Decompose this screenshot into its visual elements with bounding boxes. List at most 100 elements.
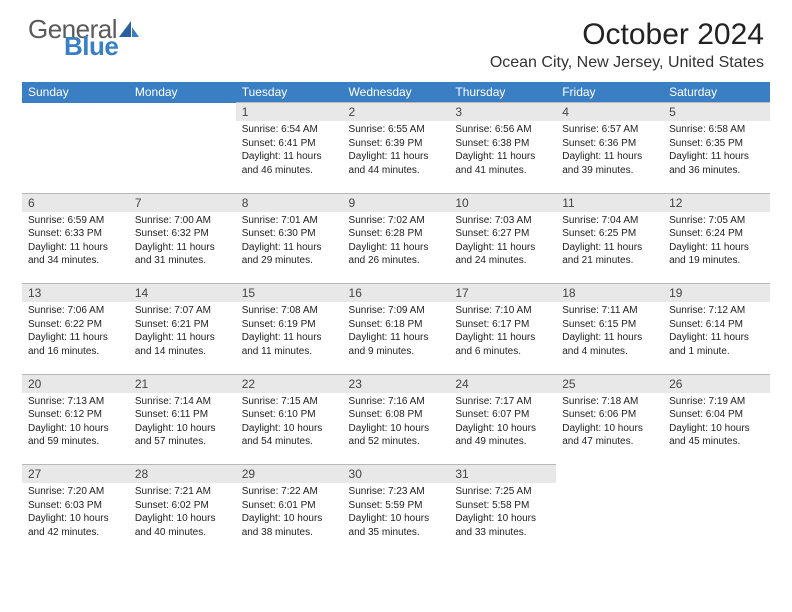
day-content-cell: Sunrise: 7:15 AMSunset: 6:10 PMDaylight:… bbox=[236, 393, 343, 465]
day-number-cell: 27 bbox=[22, 465, 129, 484]
sunrise-line: Sunrise: 7:04 AM bbox=[562, 214, 657, 228]
day-number-cell: 24 bbox=[449, 374, 556, 393]
logo-text-blue: Blue bbox=[64, 35, 139, 58]
day-number-cell: 4 bbox=[556, 103, 663, 122]
day-number-cell: 22 bbox=[236, 374, 343, 393]
day-content-cell: Sunrise: 7:02 AMSunset: 6:28 PMDaylight:… bbox=[343, 212, 450, 284]
sunrise-line: Sunrise: 7:05 AM bbox=[669, 214, 764, 228]
sunrise-line: Sunrise: 7:18 AM bbox=[562, 395, 657, 409]
day-number-cell bbox=[129, 103, 236, 122]
daylight-line: Daylight: 10 hours and 52 minutes. bbox=[349, 422, 444, 449]
sunrise-line: Sunrise: 7:07 AM bbox=[135, 304, 230, 318]
day-header: Tuesday bbox=[236, 82, 343, 103]
sunset-line: Sunset: 6:30 PM bbox=[242, 227, 337, 241]
sunset-line: Sunset: 6:03 PM bbox=[28, 499, 123, 513]
day-number-cell: 23 bbox=[343, 374, 450, 393]
sunrise-line: Sunrise: 6:55 AM bbox=[349, 123, 444, 137]
day-number-row: 2728293031 bbox=[22, 465, 770, 484]
sunrise-line: Sunrise: 7:19 AM bbox=[669, 395, 764, 409]
sunrise-line: Sunrise: 6:58 AM bbox=[669, 123, 764, 137]
daylight-line: Daylight: 10 hours and 38 minutes. bbox=[242, 512, 337, 539]
daylight-line: Daylight: 11 hours and 39 minutes. bbox=[562, 150, 657, 177]
sunset-line: Sunset: 6:04 PM bbox=[669, 408, 764, 422]
day-content-cell: Sunrise: 7:16 AMSunset: 6:08 PMDaylight:… bbox=[343, 393, 450, 465]
day-content-cell: Sunrise: 6:56 AMSunset: 6:38 PMDaylight:… bbox=[449, 121, 556, 193]
sunrise-line: Sunrise: 7:10 AM bbox=[455, 304, 550, 318]
day-content-cell: Sunrise: 7:04 AMSunset: 6:25 PMDaylight:… bbox=[556, 212, 663, 284]
daylight-line: Daylight: 10 hours and 40 minutes. bbox=[135, 512, 230, 539]
daylight-line: Daylight: 10 hours and 45 minutes. bbox=[669, 422, 764, 449]
day-number-row: 12345 bbox=[22, 103, 770, 122]
day-number-cell: 2 bbox=[343, 103, 450, 122]
sunset-line: Sunset: 6:12 PM bbox=[28, 408, 123, 422]
sunset-line: Sunset: 6:24 PM bbox=[669, 227, 764, 241]
sunrise-line: Sunrise: 7:02 AM bbox=[349, 214, 444, 228]
daylight-line: Daylight: 10 hours and 59 minutes. bbox=[28, 422, 123, 449]
day-content-cell: Sunrise: 7:06 AMSunset: 6:22 PMDaylight:… bbox=[22, 302, 129, 374]
day-content-cell: Sunrise: 7:14 AMSunset: 6:11 PMDaylight:… bbox=[129, 393, 236, 465]
sunset-line: Sunset: 6:36 PM bbox=[562, 137, 657, 151]
daylight-line: Daylight: 11 hours and 16 minutes. bbox=[28, 331, 123, 358]
day-content-cell: Sunrise: 6:54 AMSunset: 6:41 PMDaylight:… bbox=[236, 121, 343, 193]
day-header: Saturday bbox=[663, 82, 770, 103]
sunrise-line: Sunrise: 7:14 AM bbox=[135, 395, 230, 409]
sunrise-line: Sunrise: 7:08 AM bbox=[242, 304, 337, 318]
daylight-line: Daylight: 11 hours and 11 minutes. bbox=[242, 331, 337, 358]
logo: GeneralBlue bbox=[28, 18, 139, 59]
day-number-cell: 12 bbox=[663, 193, 770, 212]
daylight-line: Daylight: 10 hours and 35 minutes. bbox=[349, 512, 444, 539]
sunset-line: Sunset: 6:32 PM bbox=[135, 227, 230, 241]
day-content-cell: Sunrise: 7:19 AMSunset: 6:04 PMDaylight:… bbox=[663, 393, 770, 465]
day-number-row: 20212223242526 bbox=[22, 374, 770, 393]
sunrise-line: Sunrise: 7:15 AM bbox=[242, 395, 337, 409]
day-number-cell: 17 bbox=[449, 284, 556, 303]
sunset-line: Sunset: 6:08 PM bbox=[349, 408, 444, 422]
daylight-line: Daylight: 11 hours and 9 minutes. bbox=[349, 331, 444, 358]
daylight-line: Daylight: 11 hours and 21 minutes. bbox=[562, 241, 657, 268]
daylight-line: Daylight: 11 hours and 41 minutes. bbox=[455, 150, 550, 177]
day-content-cell: Sunrise: 7:07 AMSunset: 6:21 PMDaylight:… bbox=[129, 302, 236, 374]
day-content-row: Sunrise: 7:13 AMSunset: 6:12 PMDaylight:… bbox=[22, 393, 770, 465]
header: GeneralBlue October 2024 Ocean City, New… bbox=[0, 0, 792, 76]
day-number-cell: 26 bbox=[663, 374, 770, 393]
daylight-line: Daylight: 11 hours and 44 minutes. bbox=[349, 150, 444, 177]
sunrise-line: Sunrise: 7:21 AM bbox=[135, 485, 230, 499]
daylight-line: Daylight: 11 hours and 1 minute. bbox=[669, 331, 764, 358]
sunset-line: Sunset: 6:18 PM bbox=[349, 318, 444, 332]
day-content-cell: Sunrise: 6:58 AMSunset: 6:35 PMDaylight:… bbox=[663, 121, 770, 193]
day-number-cell: 20 bbox=[22, 374, 129, 393]
daylight-line: Daylight: 11 hours and 4 minutes. bbox=[562, 331, 657, 358]
sunrise-line: Sunrise: 7:13 AM bbox=[28, 395, 123, 409]
day-content-row: Sunrise: 6:54 AMSunset: 6:41 PMDaylight:… bbox=[22, 121, 770, 193]
sunrise-line: Sunrise: 7:12 AM bbox=[669, 304, 764, 318]
sunrise-line: Sunrise: 7:06 AM bbox=[28, 304, 123, 318]
daylight-line: Daylight: 10 hours and 33 minutes. bbox=[455, 512, 550, 539]
page-title: October 2024 bbox=[490, 18, 764, 52]
day-number-cell: 19 bbox=[663, 284, 770, 303]
daylight-line: Daylight: 11 hours and 26 minutes. bbox=[349, 241, 444, 268]
day-number-cell: 7 bbox=[129, 193, 236, 212]
day-content-cell: Sunrise: 7:22 AMSunset: 6:01 PMDaylight:… bbox=[236, 483, 343, 555]
day-header-row: SundayMondayTuesdayWednesdayThursdayFrid… bbox=[22, 82, 770, 103]
sunrise-line: Sunrise: 7:09 AM bbox=[349, 304, 444, 318]
day-content-cell: Sunrise: 7:05 AMSunset: 6:24 PMDaylight:… bbox=[663, 212, 770, 284]
day-number-cell: 30 bbox=[343, 465, 450, 484]
day-number-cell: 28 bbox=[129, 465, 236, 484]
day-number-cell: 10 bbox=[449, 193, 556, 212]
day-content-cell: Sunrise: 7:12 AMSunset: 6:14 PMDaylight:… bbox=[663, 302, 770, 374]
sunset-line: Sunset: 6:07 PM bbox=[455, 408, 550, 422]
sunrise-line: Sunrise: 7:23 AM bbox=[349, 485, 444, 499]
sunset-line: Sunset: 6:22 PM bbox=[28, 318, 123, 332]
sunset-line: Sunset: 5:59 PM bbox=[349, 499, 444, 513]
location-subtitle: Ocean City, New Jersey, United States bbox=[490, 54, 764, 72]
day-content-cell: Sunrise: 7:01 AMSunset: 6:30 PMDaylight:… bbox=[236, 212, 343, 284]
day-content-cell: Sunrise: 7:08 AMSunset: 6:19 PMDaylight:… bbox=[236, 302, 343, 374]
day-header: Wednesday bbox=[343, 82, 450, 103]
sunrise-line: Sunrise: 7:25 AM bbox=[455, 485, 550, 499]
day-content-cell: Sunrise: 6:59 AMSunset: 6:33 PMDaylight:… bbox=[22, 212, 129, 284]
day-content-cell bbox=[129, 121, 236, 193]
sunrise-line: Sunrise: 7:20 AM bbox=[28, 485, 123, 499]
daylight-line: Daylight: 11 hours and 34 minutes. bbox=[28, 241, 123, 268]
day-number-cell: 21 bbox=[129, 374, 236, 393]
daylight-line: Daylight: 11 hours and 36 minutes. bbox=[669, 150, 764, 177]
